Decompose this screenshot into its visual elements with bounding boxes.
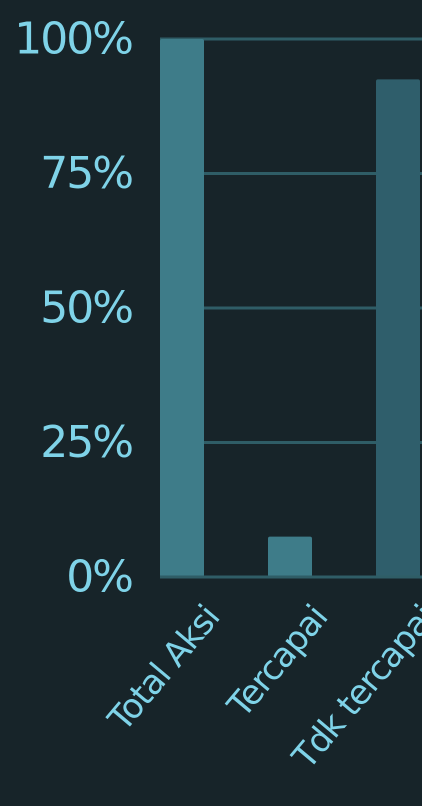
y-tick-label: 25% [40,417,132,468]
y-axis-ticks: 0% 25% 50% 75% 100% [14,14,134,603]
y-tick-label: 75% [40,148,132,199]
x-category-label: Total Aksi [100,598,228,740]
bars [160,39,420,577]
bar-tercapai [268,536,312,577]
y-tick-label: 100% [14,14,132,65]
bar-total-aksi [160,39,204,577]
y-tick-label: 50% [40,283,132,334]
bar-tdk-tercapai [376,79,420,577]
y-tick-label: 0% [66,552,132,603]
x-category-label: Tercapai [219,598,335,726]
